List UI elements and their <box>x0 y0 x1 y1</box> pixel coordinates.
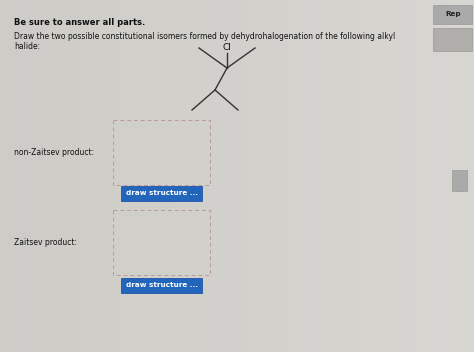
Text: Be sure to answer all parts.: Be sure to answer all parts. <box>14 18 145 27</box>
FancyBboxPatch shape <box>121 186 202 201</box>
Bar <box>113 210 210 275</box>
Text: Draw the two possible constitutional isomers formed by dehydrohalogenation of th: Draw the two possible constitutional iso… <box>14 32 395 51</box>
FancyBboxPatch shape <box>453 170 467 190</box>
FancyBboxPatch shape <box>434 27 473 50</box>
Text: Cl: Cl <box>223 44 231 52</box>
Text: Zaitsev product:: Zaitsev product: <box>14 238 77 247</box>
Bar <box>113 120 210 185</box>
Text: draw structure ...: draw structure ... <box>126 190 198 196</box>
Text: Rep: Rep <box>445 11 461 17</box>
Text: non-Zaitsev product:: non-Zaitsev product: <box>14 148 94 157</box>
FancyBboxPatch shape <box>434 5 473 24</box>
Text: draw structure ...: draw structure ... <box>126 282 198 288</box>
FancyBboxPatch shape <box>121 277 202 293</box>
